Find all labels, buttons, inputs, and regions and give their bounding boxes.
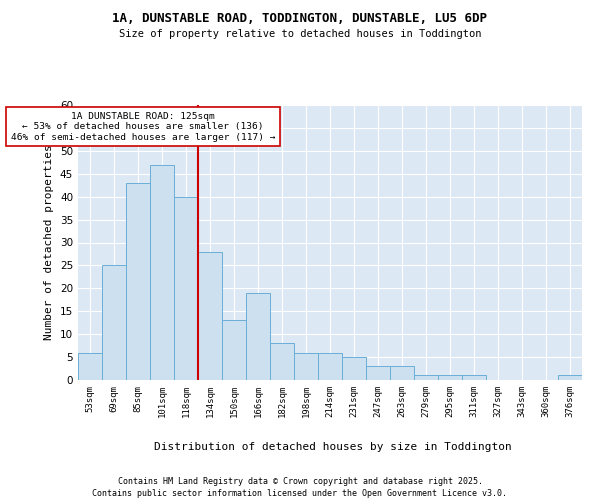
Text: Contains HM Land Registry data © Crown copyright and database right 2025.: Contains HM Land Registry data © Crown c… (118, 478, 482, 486)
Bar (390, 366, 414, 380)
Bar (294, 352, 318, 380)
Text: Contains public sector information licensed under the Open Government Licence v3: Contains public sector information licen… (92, 489, 508, 498)
Y-axis label: Number of detached properties: Number of detached properties (44, 144, 55, 340)
Bar (222, 320, 246, 380)
Text: Size of property relative to detached houses in Toddington: Size of property relative to detached ho… (119, 29, 481, 39)
Bar (78, 352, 102, 380)
Bar (150, 164, 174, 380)
Bar (414, 376, 438, 380)
Text: Distribution of detached houses by size in Toddington: Distribution of detached houses by size … (154, 442, 512, 452)
Bar (246, 293, 270, 380)
Bar (174, 196, 198, 380)
Bar (438, 376, 462, 380)
Bar (126, 183, 150, 380)
Bar (558, 376, 582, 380)
Text: 1A, DUNSTABLE ROAD, TODDINGTON, DUNSTABLE, LU5 6DP: 1A, DUNSTABLE ROAD, TODDINGTON, DUNSTABL… (113, 12, 487, 26)
Bar (102, 266, 126, 380)
Bar (342, 357, 366, 380)
Bar (318, 352, 342, 380)
Text: 1A DUNSTABLE ROAD: 125sqm
← 53% of detached houses are smaller (136)
46% of semi: 1A DUNSTABLE ROAD: 125sqm ← 53% of detac… (11, 112, 275, 142)
Bar (462, 376, 486, 380)
Bar (270, 344, 294, 380)
Bar (366, 366, 390, 380)
Bar (198, 252, 222, 380)
